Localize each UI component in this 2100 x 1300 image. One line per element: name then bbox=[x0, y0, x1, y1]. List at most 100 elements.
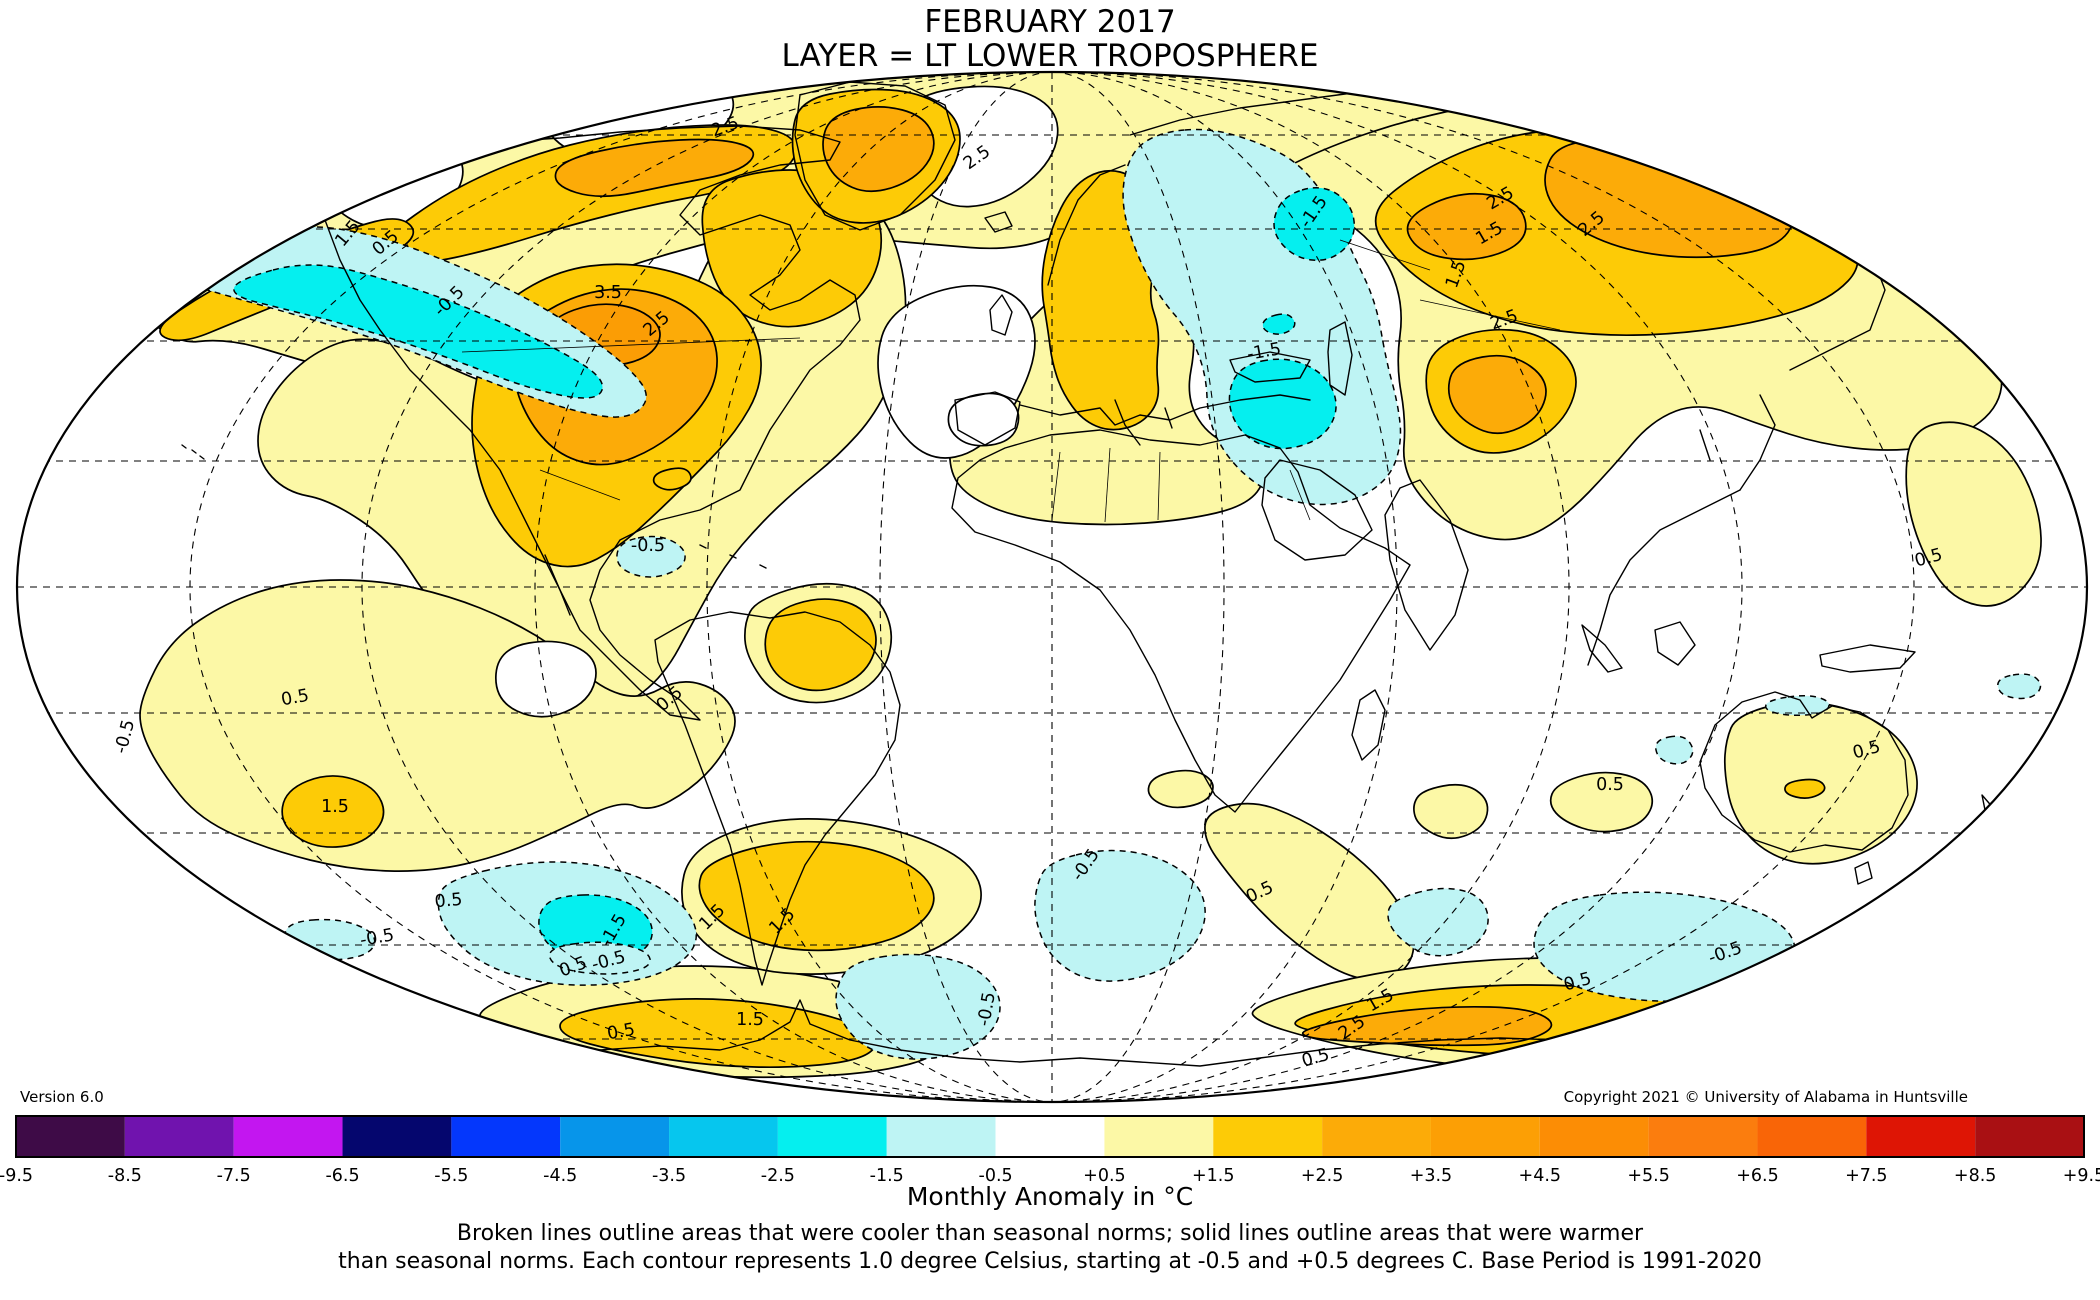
contour-label: 0.5 bbox=[606, 1020, 637, 1045]
colorbar-tick-label: +3.5 bbox=[1410, 1166, 1453, 1186]
map-boundary-outline bbox=[15, 70, 2089, 1104]
coastline bbox=[984, 211, 1013, 233]
contour-label: 0.5 bbox=[434, 890, 463, 912]
copyright-label: Copyright 2021 © University of Alabama i… bbox=[1564, 1088, 1968, 1106]
anomaly-region-antarctic-gold-left bbox=[559, 998, 877, 1068]
coastline bbox=[1327, 321, 1353, 396]
meridian-line bbox=[879, 72, 1053, 1102]
anomaly-region-sw-australia-cool bbox=[1387, 887, 1489, 957]
colorbar-tick-label: +0.5 bbox=[1083, 1166, 1126, 1186]
meridian-line bbox=[361, 72, 1053, 1102]
colorbar-tick-label: +7.5 bbox=[1845, 1166, 1888, 1186]
coastline bbox=[1229, 351, 1311, 383]
colorbar-segment bbox=[560, 1116, 670, 1157]
colorbar-tick-label: +8.5 bbox=[1954, 1166, 1997, 1186]
coastline bbox=[1581, 624, 1623, 673]
contour-label: 3.5 bbox=[594, 283, 622, 303]
anomaly-region-australia-west-warm bbox=[1549, 771, 1654, 833]
coastline bbox=[1587, 489, 1741, 666]
anomaly-region-indian-patch-a bbox=[1147, 769, 1214, 809]
country-border bbox=[1289, 469, 1311, 521]
colorbar-segment bbox=[16, 1116, 125, 1157]
colorbar-segment bbox=[1539, 1116, 1649, 1157]
coastline bbox=[1654, 621, 1696, 666]
meridian-line bbox=[1051, 72, 1225, 1102]
meridian-line bbox=[1051, 72, 1915, 1102]
anomaly-region-north-australia-cool bbox=[1764, 694, 1830, 716]
colorbar-tick-label: -7.5 bbox=[217, 1166, 251, 1186]
anomaly-region-south-pacific-gold bbox=[281, 775, 385, 848]
coastline bbox=[181, 444, 205, 460]
colorbar-segment bbox=[1866, 1116, 1976, 1157]
coastline bbox=[324, 125, 861, 721]
coastline bbox=[654, 611, 901, 986]
colorbar-segment bbox=[233, 1116, 343, 1157]
anomaly-region-alaska-orange bbox=[554, 138, 755, 198]
colorbar-tick-label: -9.5 bbox=[0, 1166, 33, 1186]
version-label: Version 6.0 bbox=[20, 1088, 104, 1106]
colorbar-axis-label: Monthly Anomaly in °C bbox=[907, 1182, 1193, 1211]
colorbar-tick-labels: -9.5 -8.5 -7.5 -6.5 -5.5 -4.5 -3.5 -2.5 -1.5 -0.5… bbox=[0, 1166, 2100, 1186]
coastline bbox=[1019, 394, 1311, 426]
coastline bbox=[1699, 429, 1711, 461]
contour-label: 1.5 bbox=[736, 1010, 764, 1030]
colorbar-tick-label: -0.5 bbox=[979, 1166, 1013, 1186]
colorbar bbox=[15, 1115, 2085, 1158]
anomaly-region-gap-peru-coast bbox=[495, 640, 597, 718]
colorbar-tick-label: -4.5 bbox=[543, 1166, 577, 1186]
coastline bbox=[544, 999, 1681, 1067]
coastline bbox=[699, 544, 767, 569]
colorbar-tick-label: -1.5 bbox=[870, 1166, 904, 1186]
coastline bbox=[1164, 407, 1173, 429]
anomaly-region-gap-iberia bbox=[947, 392, 1020, 447]
anomaly-region-uruguay-gold bbox=[764, 598, 877, 692]
meridian-line bbox=[706, 72, 1053, 1102]
colorbar-segment bbox=[1757, 1116, 1867, 1157]
country-border bbox=[1339, 239, 1431, 271]
world-map: 1.5 0.5-0.52.53.52.52.5-1.5-1.52.51.5 2.51… bbox=[17, 72, 2087, 1102]
anomaly-region-south-atlantic-cool-low bbox=[835, 953, 1001, 1060]
coastline bbox=[1351, 689, 1386, 761]
colorbar-segment bbox=[342, 1116, 452, 1157]
colorbar-segment bbox=[669, 1116, 778, 1157]
anomaly-region-brazil-gold-dot bbox=[652, 467, 692, 491]
title-line-1: FEBRUARY 2017 bbox=[924, 4, 1175, 40]
anomaly-region-cyprus-cool-dot bbox=[1262, 313, 1296, 335]
coastline bbox=[1854, 861, 1873, 885]
caption-line-2: than seasonal norms. Each contour repres… bbox=[338, 1249, 1762, 1274]
anomaly-region-europe-gold bbox=[1041, 169, 1160, 431]
country-border bbox=[1104, 447, 1111, 523]
colorbar-tick-label: +5.5 bbox=[1627, 1166, 1670, 1186]
colorbar-segment bbox=[1430, 1116, 1540, 1157]
colorbar-segment bbox=[1975, 1116, 2084, 1157]
colorbar-tick-label: +6.5 bbox=[1736, 1166, 1779, 1186]
anomaly-region-right-edge-cool bbox=[1997, 673, 2042, 700]
coastline bbox=[989, 294, 1013, 336]
country-border bbox=[1157, 451, 1161, 521]
anomaly-region-china-orange bbox=[1447, 354, 1547, 435]
meridian-line bbox=[1051, 72, 1570, 1102]
anomaly-region-australia-gold-dot bbox=[1784, 778, 1826, 799]
colorbar-frame bbox=[15, 1115, 2085, 1158]
coastline bbox=[544, 554, 571, 616]
colorbar-segment bbox=[1213, 1116, 1323, 1157]
anomaly-region-kazakh-cool-core bbox=[1273, 187, 1356, 262]
caption-line-1: Broken lines outline areas that were coo… bbox=[457, 1221, 1644, 1246]
contour-label: -0.5 bbox=[631, 536, 665, 556]
country-border bbox=[461, 337, 801, 353]
colorbar-segment bbox=[777, 1116, 887, 1157]
colorbar-segment bbox=[451, 1116, 561, 1157]
colorbar-tick-label: -8.5 bbox=[108, 1166, 142, 1186]
coastline bbox=[1047, 164, 1126, 286]
colorbar-tick-label: -6.5 bbox=[325, 1166, 359, 1186]
coastline bbox=[794, 81, 956, 231]
title-line-2: LAYER = LT LOWER TROPOSPHERE bbox=[782, 38, 1319, 74]
anomaly-region-nw-australia-cool bbox=[1655, 735, 1694, 765]
contour-label: 0.5 bbox=[280, 686, 311, 711]
coastline bbox=[951, 429, 1411, 813]
colorbar-tick-label: +4.5 bbox=[1519, 1166, 1562, 1186]
coastline bbox=[1819, 644, 1916, 673]
meridian-line bbox=[534, 72, 1053, 1102]
country-border bbox=[1419, 299, 1561, 331]
